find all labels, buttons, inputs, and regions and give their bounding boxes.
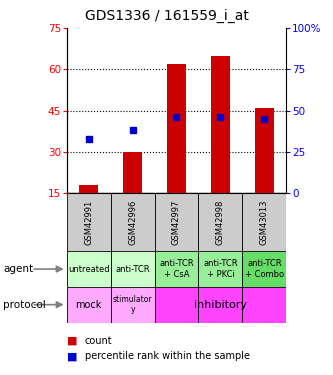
- Bar: [67, 193, 111, 251]
- Bar: [198, 193, 242, 251]
- Text: untreated: untreated: [68, 265, 109, 274]
- Text: GSM42991: GSM42991: [84, 200, 93, 245]
- Bar: [111, 251, 155, 287]
- Text: stimulator
y: stimulator y: [113, 295, 152, 314]
- Bar: [166, 64, 186, 193]
- Bar: [198, 287, 242, 322]
- Text: GSM42997: GSM42997: [172, 200, 181, 245]
- Text: percentile rank within the sample: percentile rank within the sample: [85, 351, 250, 361]
- Bar: [155, 251, 198, 287]
- Bar: [242, 287, 286, 322]
- Text: protocol: protocol: [3, 300, 46, 310]
- Text: agent: agent: [3, 264, 33, 274]
- Text: inhibitory: inhibitory: [194, 300, 247, 310]
- Text: GSM42998: GSM42998: [216, 200, 225, 245]
- Bar: [210, 56, 230, 193]
- Bar: [67, 287, 111, 322]
- Bar: [155, 287, 198, 322]
- Text: GDS1336 / 161559_i_at: GDS1336 / 161559_i_at: [85, 9, 248, 23]
- Text: anti-TCR
+ PKCi: anti-TCR + PKCi: [203, 260, 238, 279]
- Bar: [111, 287, 155, 322]
- Text: anti-TCR
+ Combo: anti-TCR + Combo: [245, 260, 284, 279]
- Text: mock: mock: [75, 300, 102, 310]
- Text: ■: ■: [67, 336, 77, 345]
- Text: ■: ■: [67, 351, 77, 361]
- Bar: [67, 251, 111, 287]
- Text: GSM43013: GSM43013: [260, 200, 269, 245]
- Bar: [198, 251, 242, 287]
- Bar: [111, 193, 155, 251]
- Bar: [254, 108, 274, 193]
- Text: count: count: [85, 336, 113, 345]
- Bar: [123, 152, 143, 193]
- Bar: [155, 193, 198, 251]
- Bar: [242, 193, 286, 251]
- Bar: [79, 185, 99, 193]
- Text: GSM42996: GSM42996: [128, 200, 137, 245]
- Bar: [242, 251, 286, 287]
- Text: anti-TCR
+ CsA: anti-TCR + CsA: [159, 260, 194, 279]
- Text: anti-TCR: anti-TCR: [115, 265, 150, 274]
